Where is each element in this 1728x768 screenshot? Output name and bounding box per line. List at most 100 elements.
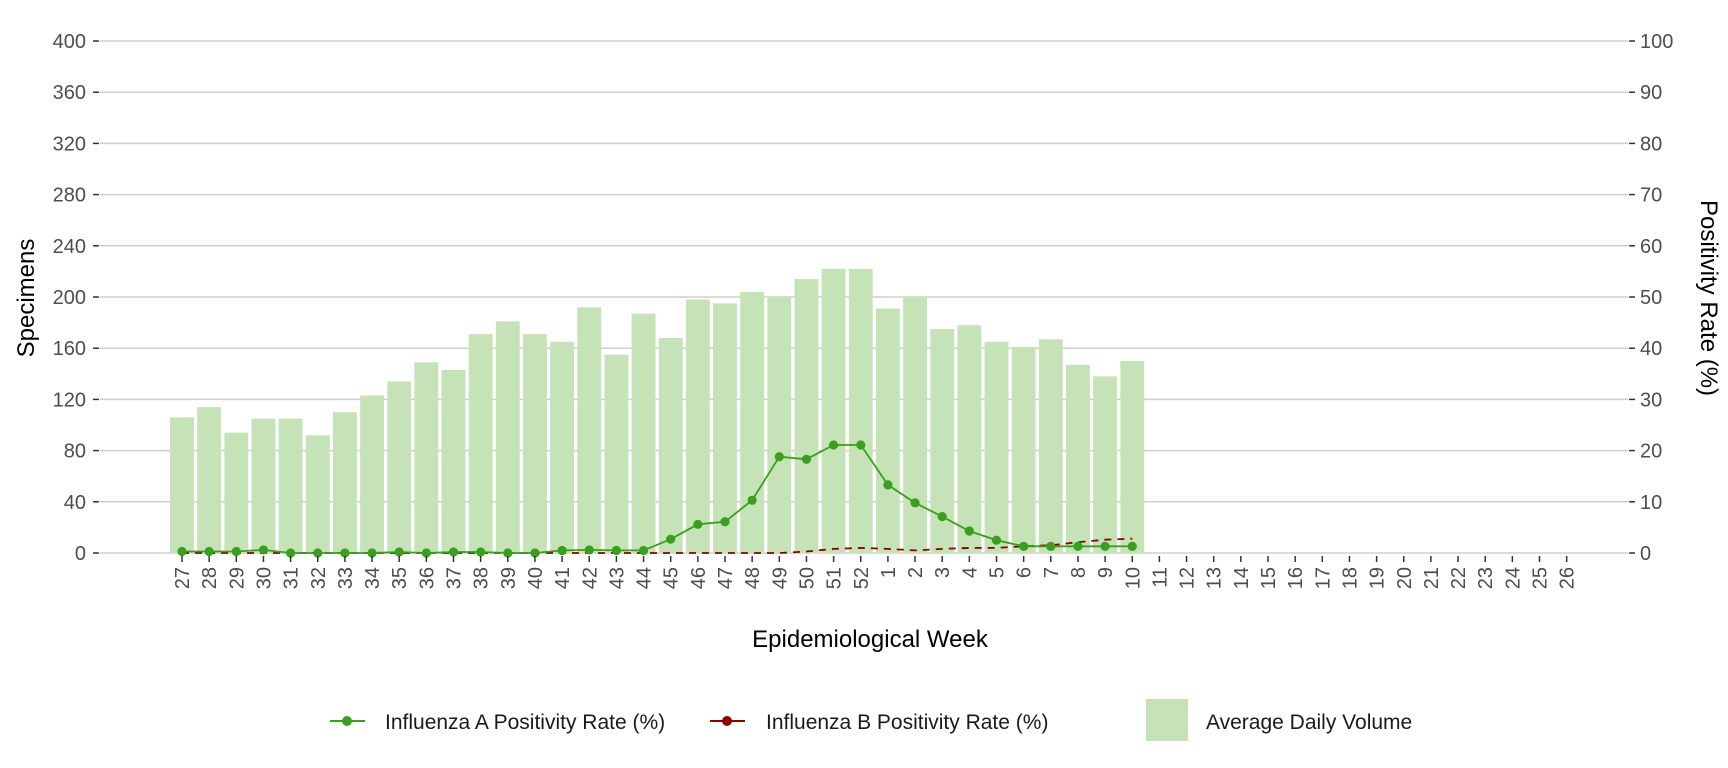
bar xyxy=(848,268,873,553)
legend-marker-influenza-a xyxy=(342,716,352,726)
x-axis: 27 28 29 30 31 32 33 34 35 36 37 38 39 40 41 42 43 44 45 46… xyxy=(172,556,1579,589)
right-axis: 0 10 20 30 40 50 60 70 80 90 100 xyxy=(1629,31,1673,565)
bar xyxy=(794,279,819,553)
bar xyxy=(278,418,303,553)
bar-series xyxy=(170,268,1145,553)
influenza-a-point xyxy=(1100,541,1110,551)
legend: Influenza A Positivity Rate (%) Influenz… xyxy=(330,699,1412,741)
influenza-a-point xyxy=(503,548,513,558)
x-tick-label: 39 xyxy=(498,567,520,589)
x-tick-label: 16 xyxy=(1285,567,1307,589)
bar xyxy=(170,417,194,553)
x-tick-label: 17 xyxy=(1312,567,1334,589)
x-tick-label: 37 xyxy=(444,567,466,589)
x-tick-label: 5 xyxy=(987,567,1009,578)
influenza-a-point xyxy=(747,495,757,505)
x-tick-label: 45 xyxy=(661,567,683,589)
influenza-a-point xyxy=(1073,541,1083,551)
y2-tick-label: 70 xyxy=(1640,185,1662,207)
influenza-a-point xyxy=(367,548,377,558)
bar xyxy=(930,329,955,553)
y-tick-label: 360 xyxy=(53,82,86,104)
legend-swatch-volume xyxy=(1146,699,1188,741)
x-tick-label: 26 xyxy=(1557,567,1579,589)
line-series xyxy=(177,440,1137,558)
y2-tick-label: 100 xyxy=(1640,31,1673,53)
bar xyxy=(414,362,439,553)
influenza-a-point xyxy=(286,548,296,558)
influenza-a-point xyxy=(910,498,920,508)
bar xyxy=(740,291,765,553)
influenza-a-point xyxy=(557,545,567,556)
x-tick-label: 48 xyxy=(742,567,764,589)
influenza-a-point xyxy=(991,535,1002,545)
y2-tick-label: 0 xyxy=(1640,543,1651,565)
y-tick-label: 80 xyxy=(64,441,86,463)
y2-tick-label: 40 xyxy=(1640,338,1662,360)
y-tick-label: 160 xyxy=(53,338,86,360)
x-tick-label: 10 xyxy=(1122,567,1144,589)
y2-tick-label: 50 xyxy=(1640,287,1662,309)
x-tick-label: 40 xyxy=(525,567,547,589)
x-tick-label: 38 xyxy=(471,567,493,589)
influenza-a-point xyxy=(231,546,241,557)
bar xyxy=(224,432,249,553)
legend-label-influenza-b: Influenza B Positivity Rate (%) xyxy=(766,711,1048,734)
x-tick-label: 35 xyxy=(389,567,411,589)
x-tick-label: 1 xyxy=(878,567,900,578)
bar xyxy=(550,341,575,553)
y-tick-label: 320 xyxy=(53,133,86,155)
legend-item-influenza-a: Influenza A Positivity Rate (%) xyxy=(330,711,665,734)
influenza-a-point xyxy=(829,440,839,450)
influenza-a-point xyxy=(394,547,404,557)
influenza-a-point xyxy=(720,517,730,527)
influenza-a-point xyxy=(801,454,812,464)
x-tick-label: 31 xyxy=(281,567,303,589)
x-tick-label: 7 xyxy=(1041,567,1063,578)
x-tick-label: 29 xyxy=(226,567,248,589)
bar xyxy=(523,334,547,553)
y-axis-title: Specimens xyxy=(13,239,40,358)
x-tick-label: 3 xyxy=(932,567,954,578)
y2-tick-label: 20 xyxy=(1640,441,1662,463)
x-tick-label: 13 xyxy=(1204,567,1226,589)
bar xyxy=(875,308,900,553)
x-tick-label: 52 xyxy=(851,567,873,589)
x-tick-label: 4 xyxy=(959,567,981,578)
bar xyxy=(468,334,493,553)
x-tick-label: 18 xyxy=(1339,567,1361,589)
x-tick-label: 51 xyxy=(824,567,846,589)
x-tick-label: 49 xyxy=(769,567,791,589)
x-tick-label: 11 xyxy=(1149,567,1171,588)
x-tick-label: 44 xyxy=(634,567,656,589)
bar xyxy=(821,268,846,553)
influenza-a-point xyxy=(313,548,323,558)
x-tick-label: 19 xyxy=(1367,567,1389,589)
influenza-a-point xyxy=(638,545,649,556)
bar xyxy=(1093,376,1118,553)
influenza-a-point xyxy=(964,526,974,536)
legend-item-influenza-b: Influenza B Positivity Rate (%) xyxy=(710,711,1048,734)
influenza-a-point xyxy=(883,480,893,490)
x-tick-label: 36 xyxy=(416,567,438,589)
influenza-a-point xyxy=(611,545,622,556)
y-tick-label: 120 xyxy=(53,389,86,411)
x-tick-label: 6 xyxy=(1014,567,1036,578)
influenza-a-point xyxy=(177,546,187,557)
influenza-a-point xyxy=(856,440,866,450)
influenza-a-point xyxy=(774,452,784,462)
y2-tick-label: 60 xyxy=(1640,236,1662,258)
y-tick-label: 240 xyxy=(53,236,86,258)
influenza-a-point xyxy=(476,547,486,557)
y2-tick-label: 90 xyxy=(1640,82,1662,104)
influenza-a-point xyxy=(1019,541,1029,551)
x-tick-label: 30 xyxy=(253,567,275,589)
x-tick-label: 9 xyxy=(1095,567,1117,578)
bar xyxy=(577,307,602,553)
bar xyxy=(305,435,330,553)
bar xyxy=(387,381,412,553)
x-axis-title: Epidemiological Week xyxy=(752,626,989,653)
x-tick-label: 8 xyxy=(1068,567,1090,578)
bar xyxy=(332,412,357,553)
